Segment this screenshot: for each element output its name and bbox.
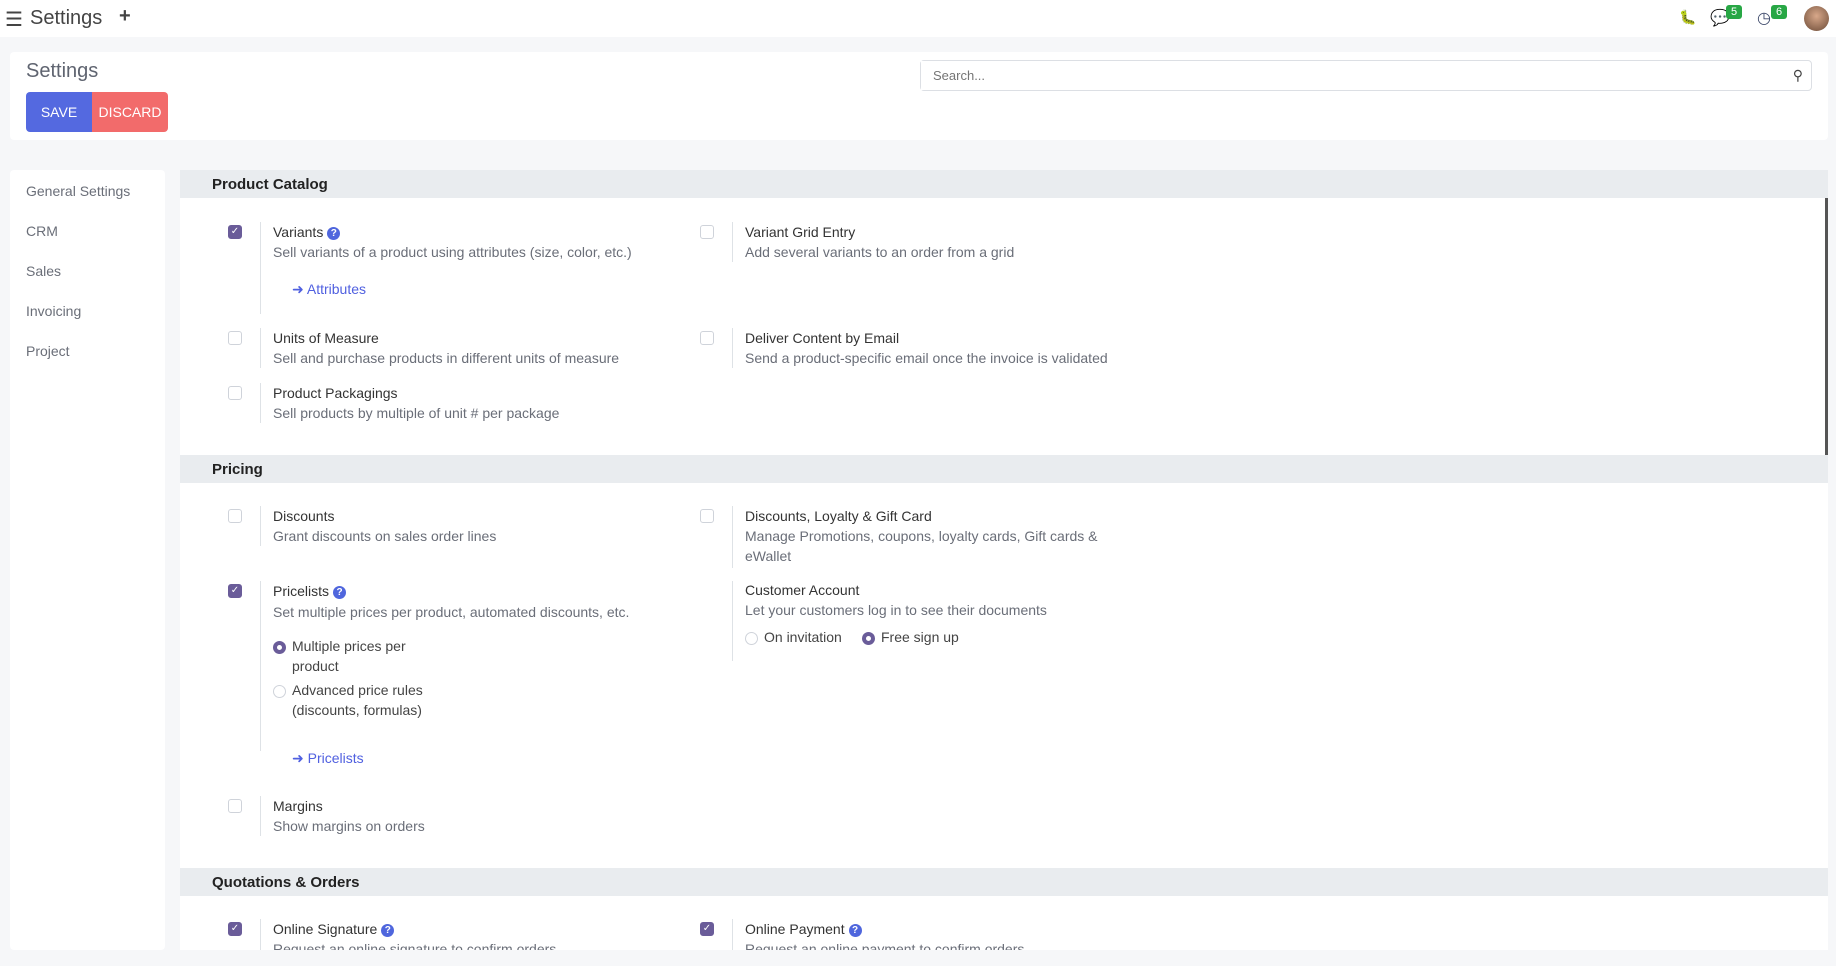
search-box: ⚲ (920, 60, 1812, 91)
bug-icon[interactable]: 🐛 (1679, 9, 1697, 25)
online-payment-label: Online Payment? (745, 921, 862, 937)
save-button[interactable]: SAVE (26, 92, 92, 132)
search-icon[interactable]: ⚲ (1792, 67, 1803, 83)
deliver-email-checkbox[interactable] (700, 331, 714, 345)
online-signature-desc: Request an online signature to confirm o… (273, 941, 557, 950)
packagings-checkbox[interactable] (228, 386, 242, 400)
pricelists-title: Pricelists (273, 583, 330, 599)
divider (732, 919, 733, 950)
divider (260, 506, 261, 546)
attributes-link-label: Attributes (306, 281, 366, 297)
online-signature-title: Online Signature (273, 921, 378, 937)
uom-title: Units of Measure (273, 330, 379, 346)
menu-icon[interactable]: ☰ (5, 9, 23, 31)
divider (260, 328, 261, 368)
divider (732, 506, 733, 568)
margins-desc: Show margins on orders (273, 818, 425, 834)
multiple-prices-label: Multiple prices per product (292, 638, 406, 674)
section-header-pricing: Pricing (180, 455, 1828, 483)
help-icon[interactable]: ? (381, 924, 395, 937)
avatar[interactable] (1804, 6, 1829, 31)
packagings-title: Product Packagings (273, 385, 398, 401)
arrow-right-icon: ➜ (292, 750, 304, 766)
divider (260, 581, 261, 751)
help-icon[interactable]: ? (848, 924, 862, 937)
sidebar-item-sales[interactable]: Sales (26, 263, 62, 279)
divider (732, 328, 733, 368)
divider (260, 222, 261, 314)
variants-title: Variants (273, 224, 324, 240)
new-icon[interactable]: + (119, 5, 131, 27)
customer-account-title: Customer Account (745, 582, 860, 598)
variant-grid-desc: Add several variants to an order from a … (745, 244, 1015, 260)
loyalty-title: Discounts, Loyalty & Gift Card (745, 508, 932, 524)
divider (260, 919, 261, 950)
pricelists-checkbox[interactable]: ✓ (228, 584, 242, 598)
advanced-rules-radio[interactable] (273, 685, 286, 698)
pricelists-link[interactable]: ➜ Pricelists (292, 750, 364, 767)
free-signup-label: Free sign up (881, 629, 959, 645)
variants-desc: Sell variants of a product using attribu… (273, 244, 632, 260)
variants-label: Variants? (273, 224, 341, 240)
online-payment-checkbox[interactable]: ✓ (700, 922, 714, 936)
divider (732, 222, 733, 262)
settings-content: Product Catalog ✓ Variants? Sell variant… (180, 170, 1828, 950)
variant-grid-title: Variant Grid Entry (745, 224, 856, 240)
section-header-product-catalog: Product Catalog (180, 170, 1828, 198)
arrow-right-icon: ➜ (292, 281, 304, 297)
pricelists-label: Pricelists? (273, 583, 347, 599)
discard-button[interactable]: DISCARD (92, 92, 168, 132)
help-icon[interactable]: ? (333, 586, 347, 599)
on-invitation-radio[interactable] (745, 632, 758, 645)
page-title: Settings (26, 60, 99, 82)
online-signature-label: Online Signature? (273, 921, 395, 937)
help-icon[interactable]: ? (327, 227, 341, 240)
margins-checkbox[interactable] (228, 799, 242, 813)
advanced-rules-label: Advanced price rules (discounts, formula… (292, 682, 423, 718)
settings-sidebar: General Settings CRM Sales Invoicing Pro… (10, 170, 165, 950)
app-title: Settings (30, 7, 103, 29)
multiple-prices-radio[interactable] (273, 641, 286, 654)
discounts-checkbox[interactable] (228, 509, 242, 523)
sidebar-item-crm[interactable]: CRM (26, 223, 58, 239)
discounts-title: Discounts (273, 508, 335, 524)
attributes-link[interactable]: ➜ Attributes (292, 281, 366, 298)
on-invitation-label: On invitation (764, 629, 842, 645)
activities-icon[interactable]: ◷ (1757, 10, 1771, 27)
variant-grid-checkbox[interactable] (700, 225, 714, 239)
online-payment-title: Online Payment (745, 921, 845, 937)
customer-account-desc: Let your customers log in to see their d… (745, 602, 1047, 618)
divider (732, 581, 733, 661)
pricelists-desc: Set multiple prices per product, automat… (273, 604, 630, 620)
sidebar-item-general-settings[interactable]: General Settings (26, 183, 131, 199)
pricelists-link-label: Pricelists (307, 750, 364, 766)
loyalty-desc: Manage Promotions, coupons, loyalty card… (745, 528, 1098, 564)
search-input[interactable] (921, 61, 1771, 90)
activities-badge: 6 (1771, 5, 1788, 19)
uom-desc: Sell and purchase products in different … (273, 350, 620, 366)
control-panel: Settings SAVE DISCARD ⚲ (10, 52, 1828, 140)
sidebar-item-project[interactable]: Project (26, 343, 70, 359)
margins-title: Margins (273, 798, 323, 814)
online-payment-desc: Request an online payment to confirm ord… (745, 941, 1025, 950)
section-header-quotations: Quotations & Orders (180, 868, 1828, 896)
messages-icon[interactable]: 💬 (1710, 10, 1730, 27)
loyalty-checkbox[interactable] (700, 509, 714, 523)
free-signup-radio[interactable] (862, 632, 875, 645)
divider (260, 383, 261, 423)
deliver-email-desc: Send a product-specific email once the i… (745, 350, 1108, 366)
scrollbar[interactable] (1825, 172, 1828, 482)
discounts-desc: Grant discounts on sales order lines (273, 528, 497, 544)
online-signature-checkbox[interactable]: ✓ (228, 922, 242, 936)
variants-checkbox[interactable]: ✓ (228, 225, 242, 239)
packagings-desc: Sell products by multiple of unit # per … (273, 405, 560, 421)
uom-checkbox[interactable] (228, 331, 242, 345)
messages-badge: 5 (1726, 5, 1743, 19)
top-navbar: ☰ Settings + 🐛 💬 5 ◷ 6 (0, 0, 1836, 37)
sidebar-item-invoicing[interactable]: Invoicing (26, 303, 82, 319)
divider (260, 796, 261, 836)
deliver-email-title: Deliver Content by Email (745, 330, 900, 346)
